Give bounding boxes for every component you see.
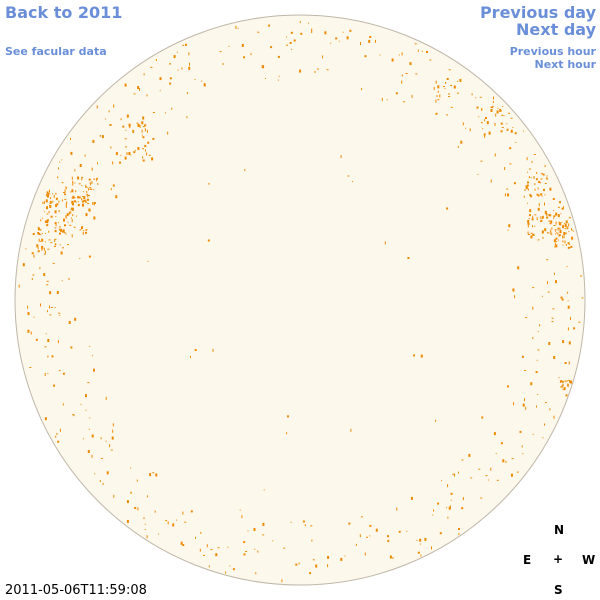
next-hour-link[interactable]: Next hour xyxy=(534,58,597,71)
previous-hour-link[interactable]: Previous hour xyxy=(509,45,596,58)
compass-south-label: S xyxy=(554,583,563,597)
compass-west-label: W xyxy=(582,553,596,567)
back-to-year-link[interactable]: Back to 2011 xyxy=(5,3,123,22)
compass-east-label: E xyxy=(523,553,532,567)
solar-disk xyxy=(14,14,586,586)
compass-north-label: N xyxy=(554,523,565,537)
see-facular-data-link[interactable]: See facular data xyxy=(5,45,107,58)
observation-timestamp: 2011-05-06T11:59:08 xyxy=(5,583,147,598)
previous-day-link[interactable]: Previous day xyxy=(479,3,596,22)
compass-center-icon: + xyxy=(553,552,564,566)
facular-regions xyxy=(18,21,584,583)
next-day-link[interactable]: Next day xyxy=(516,20,596,39)
